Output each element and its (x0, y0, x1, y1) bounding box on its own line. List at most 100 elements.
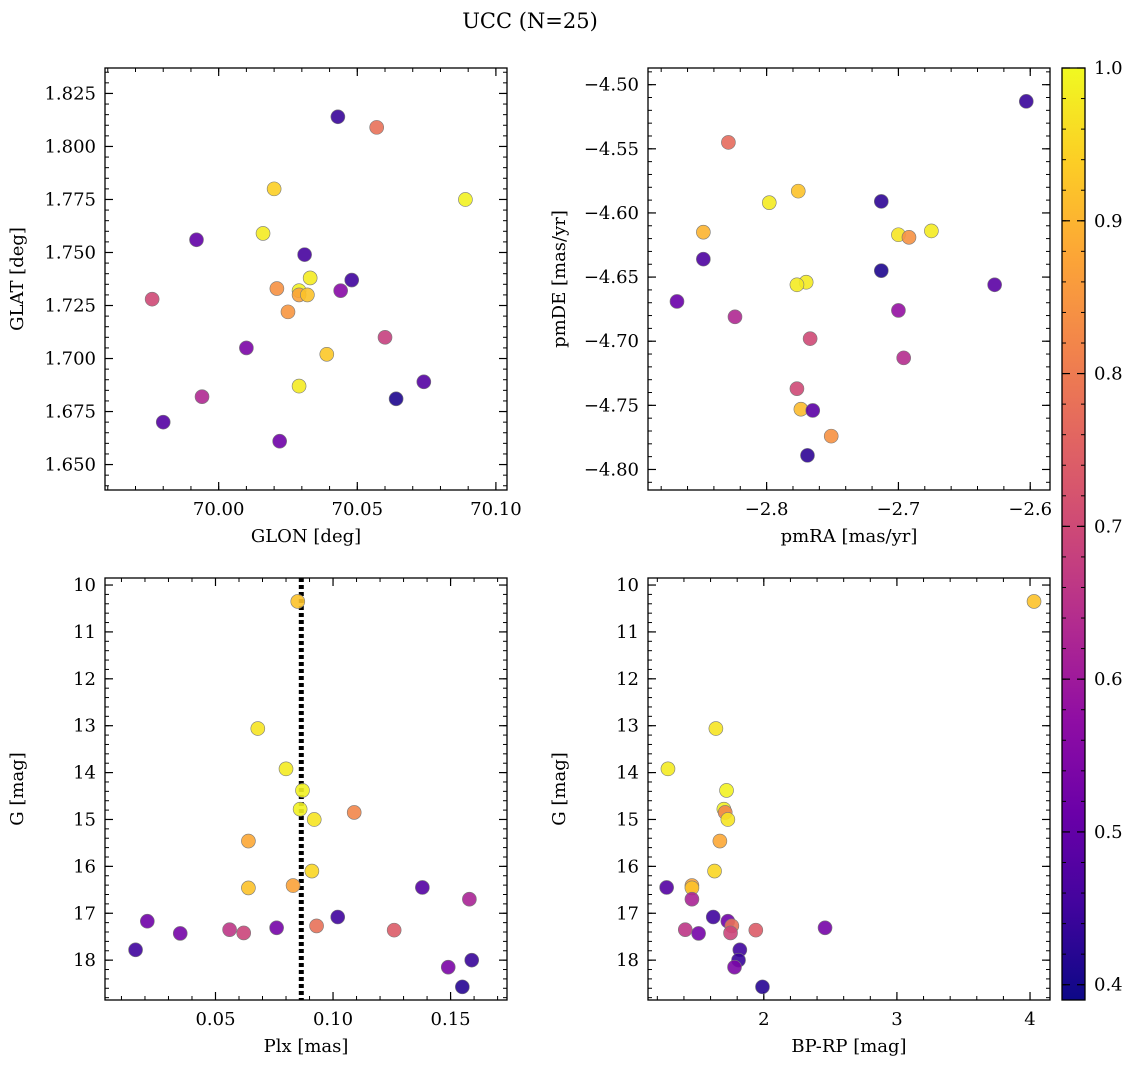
y-tick-label: −4.50 (584, 75, 639, 96)
y-tick-label: 1.675 (44, 402, 96, 423)
scatter-point (377, 330, 393, 345)
y-tick-label: 13 (616, 716, 639, 737)
y-tick-label: 1.650 (44, 455, 96, 476)
scatter-point (873, 194, 889, 209)
figure-title: UCC (N=25) (462, 9, 598, 33)
axes-frame (104, 577, 508, 1001)
colorbar-tick-label: 0.5 (1094, 822, 1123, 843)
scatter-point (789, 277, 805, 293)
scatter-point (464, 952, 480, 968)
x-tick-label: 70.10 (470, 499, 522, 520)
x-tick-label: 0.10 (313, 1009, 353, 1030)
y-tick-label: 11 (73, 622, 96, 643)
scatter-point (669, 294, 685, 309)
scatter-point (297, 247, 312, 262)
y-tick-label: 1.750 (44, 242, 96, 263)
scatter-point (987, 277, 1002, 293)
x-tick-label: 0.05 (195, 1009, 235, 1030)
scatter-point (823, 428, 839, 444)
panel-pmra-pmde: −2.8 −2.7 −2.6 −4.50 −4.55 −4.60 −4.65 −4.70 −4.… (549, 67, 1052, 547)
y-tick-label: −4.80 (584, 459, 639, 480)
scatter-point (720, 812, 736, 827)
scatter-point (458, 192, 473, 207)
scatter-point (727, 309, 743, 325)
scatter-point (416, 374, 432, 390)
colorbar-tick-label: 0.8 (1094, 364, 1123, 385)
scatter-point (684, 891, 700, 907)
y-tick-label: 18 (616, 950, 639, 971)
scatter-point (924, 223, 939, 239)
colorbar-gradient (1062, 68, 1085, 1000)
axes-frame (647, 577, 1051, 1001)
y-tick-label: 15 (73, 809, 96, 830)
scatter-point (269, 920, 284, 936)
scatter-point (304, 863, 320, 879)
scatter-point (705, 909, 721, 925)
colorbar-tick-label: 0.6 (1094, 669, 1123, 690)
scatter-point (748, 922, 764, 938)
scatter-point (891, 303, 906, 318)
scatter-point (723, 925, 738, 941)
scatter-point (896, 350, 911, 366)
colorbar-tick-label: 0.9 (1094, 211, 1123, 232)
y-tick-label: 17 (616, 903, 639, 924)
x-axis-label: GLON [deg] (251, 526, 361, 547)
x-tick-label: 0.15 (431, 1009, 471, 1030)
scatter-point (128, 942, 143, 958)
scatter-point (272, 433, 287, 449)
scatter-point (805, 403, 821, 418)
scatter-point (172, 926, 188, 941)
y-tick-label: −4.55 (584, 139, 639, 160)
y-axis-label: pmDE [mas/yr] (549, 210, 570, 348)
scatter-point (707, 863, 722, 879)
scatter-point (712, 833, 728, 849)
scatter-point (721, 135, 736, 150)
scatter-point (755, 979, 770, 995)
y-tick-label: 15 (616, 809, 639, 830)
axes-frame (647, 67, 1051, 491)
scatter-point (1018, 94, 1034, 109)
y-tick-label: 1.800 (44, 136, 96, 157)
scatter-point (241, 833, 256, 849)
x-tick-label: 70.05 (332, 499, 384, 520)
scatter-point (330, 109, 346, 125)
scatter-point (1026, 594, 1042, 609)
scatter-point (300, 287, 315, 303)
y-tick-label: 12 (616, 669, 639, 690)
y-tick-label: 14 (616, 763, 639, 784)
x-tick-label: 70.00 (193, 499, 245, 520)
scatter-point (386, 922, 402, 938)
scatter-point (330, 909, 346, 925)
scatter-point (319, 346, 335, 362)
scatter-point (873, 263, 889, 278)
scatter-point (309, 918, 324, 934)
scatter-point (280, 304, 296, 320)
scatter-point (278, 761, 294, 777)
scatter-point (236, 925, 252, 941)
y-tick-label: −4.65 (584, 267, 639, 288)
scatter-point (344, 272, 360, 288)
scatter-point (696, 224, 711, 240)
scatter-point (719, 783, 734, 798)
scatter-point (255, 226, 271, 241)
scatter-point (696, 251, 711, 267)
axes-frame (104, 67, 508, 491)
scatter-point (415, 880, 430, 895)
scatter-point (295, 783, 310, 798)
scatter-point (802, 331, 818, 346)
scatter-point (290, 594, 306, 609)
y-axis-label: GLAT [deg] (7, 227, 28, 331)
scatter-point (462, 891, 477, 907)
x-tick-label: −2.8 (745, 499, 789, 520)
scatter-point (250, 721, 266, 736)
scatter-point (292, 801, 308, 817)
colorbar-tick-label: 1.0 (1094, 58, 1123, 79)
y-axis-label: G [mag] (7, 752, 28, 825)
scatter-point (691, 926, 706, 941)
scatter-point (789, 381, 805, 396)
colorbar-tick-label: 0.7 (1094, 516, 1123, 537)
scatter-point (677, 922, 693, 937)
y-tick-label: 1.725 (44, 296, 96, 317)
x-axis-label: Plx [mas] (264, 1036, 349, 1057)
